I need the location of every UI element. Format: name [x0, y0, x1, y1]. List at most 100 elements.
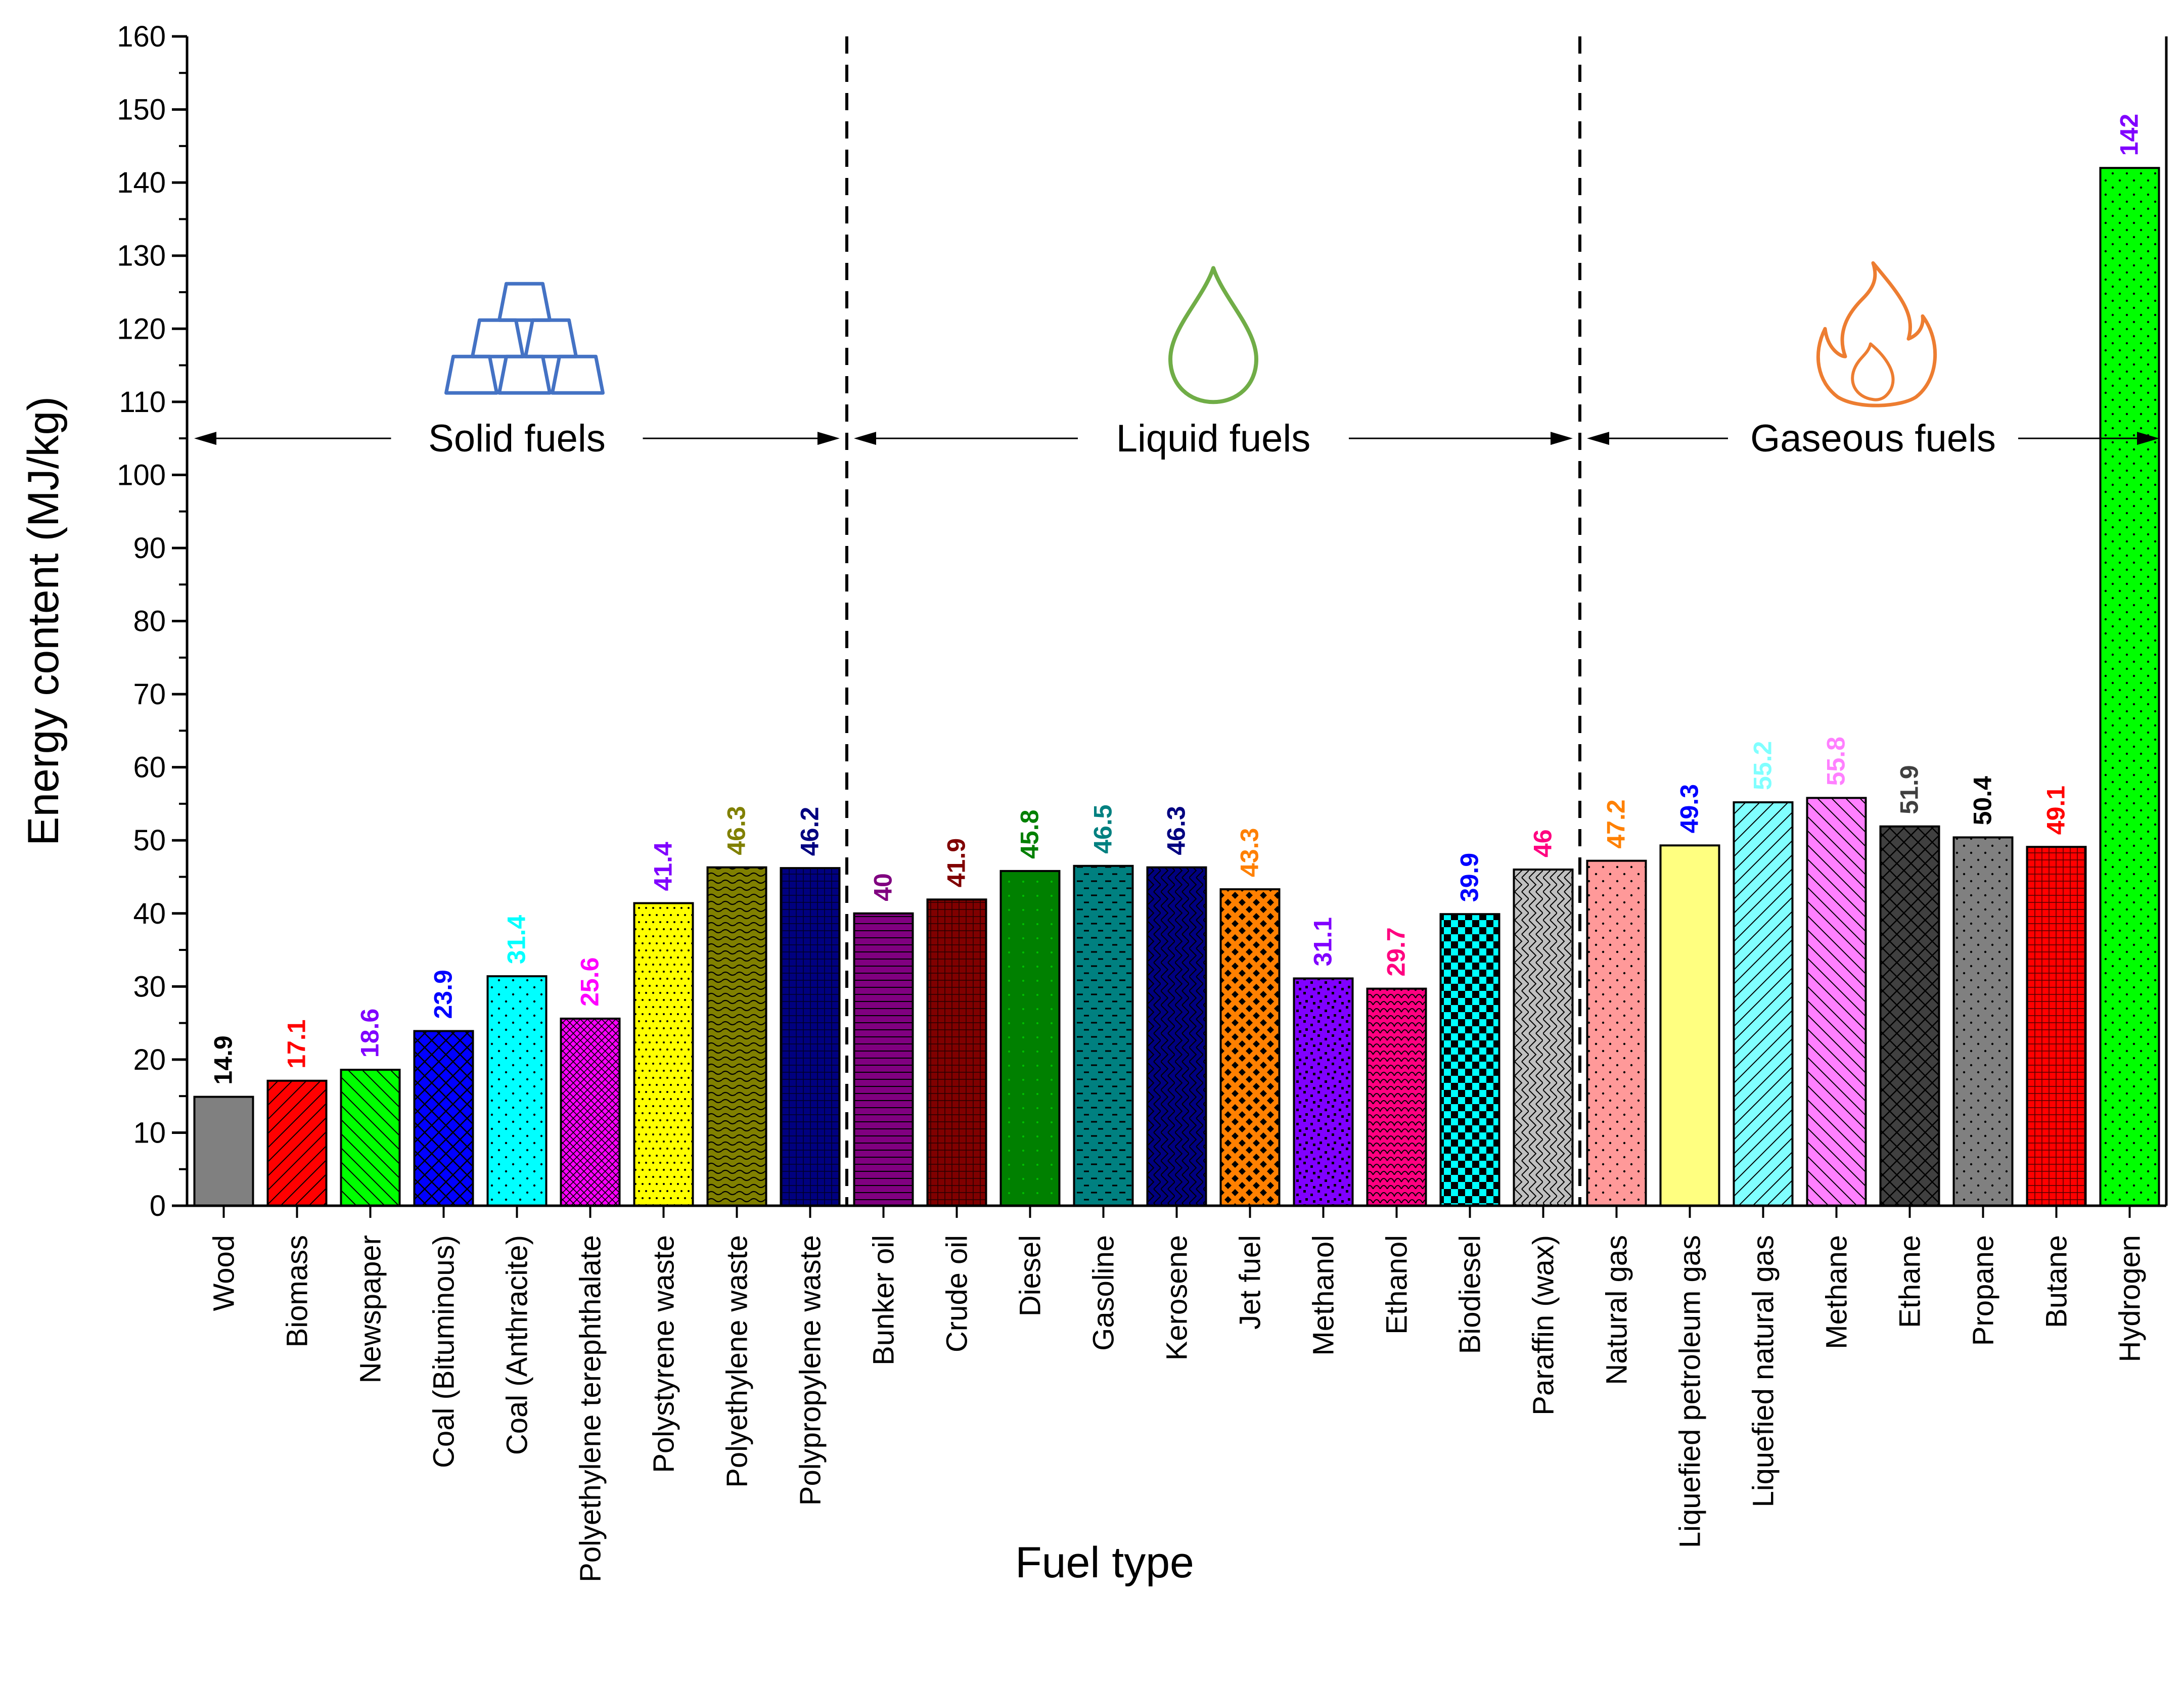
- fuel-group-0: Solid fuels: [194, 282, 840, 460]
- value-label-17: 39.9: [1455, 853, 1484, 902]
- value-label-26: 142: [2115, 114, 2144, 156]
- x-tick-label: Crude oil: [941, 1235, 974, 1352]
- value-label-19: 47.2: [1602, 799, 1630, 848]
- bar-methanol: [1293, 977, 1354, 1207]
- value-label-2: 18.6: [356, 1009, 384, 1058]
- arrow-right-icon: [1551, 432, 1573, 445]
- fuel-groups-layer: Solid fuels Liquid fuels Gaseous fuels: [194, 36, 2159, 1206]
- x-tick-label: Paraffin (wax): [1527, 1235, 1560, 1416]
- bar-hydrogen: [2099, 167, 2160, 1207]
- value-label-9: 40: [869, 873, 897, 901]
- value-label-22: 55.8: [1822, 737, 1850, 786]
- group-label: Liquid fuels: [1116, 417, 1311, 460]
- x-tick-label: Ethanol: [1381, 1235, 1414, 1335]
- x-tick-label: Coal (Bituminous): [428, 1235, 461, 1468]
- value-label-7: 46.3: [722, 806, 751, 855]
- y-tick-label: 40: [133, 897, 166, 930]
- y-axis-title: Energy content (MJ/kg): [19, 396, 68, 846]
- droplet-icon: [1168, 266, 1258, 404]
- x-tick-label: Polypropylene waste: [794, 1235, 827, 1506]
- x-tick-label: Kerosene: [1161, 1235, 1194, 1360]
- y-tick-label: 130: [117, 240, 166, 272]
- group-label: Gaseous fuels: [1750, 417, 1996, 460]
- bar-crude-oil: [926, 898, 987, 1207]
- value-label-1: 17.1: [283, 1019, 311, 1068]
- x-tick-label: Butane: [2040, 1235, 2073, 1328]
- bar-wood: [193, 1096, 254, 1207]
- y-tick-label: 60: [133, 751, 166, 784]
- x-tick-label: Propane: [1967, 1235, 2000, 1346]
- x-tick-label: Methanol: [1307, 1235, 1340, 1356]
- x-tick-label: Wood: [208, 1235, 241, 1311]
- x-tick-label: Hydrogen: [2114, 1235, 2147, 1362]
- x-tick-label: Natural gas: [1601, 1235, 1633, 1385]
- y-tick-label: 160: [117, 20, 166, 53]
- arrow-right-icon: [817, 432, 840, 445]
- x-tick-label: Polyethylene terephthalate: [574, 1235, 607, 1582]
- value-labels-layer: 14.9 17.1 18.6 23.9 31.4 25.6 41.4 46.3 46.2 40 41…: [209, 114, 2144, 1085]
- bar-liquefied-natural-gas: [1733, 801, 1794, 1207]
- y-tick-label: 120: [117, 312, 166, 345]
- bar-butane: [2026, 846, 2087, 1207]
- y-tick-label: 0: [150, 1190, 166, 1222]
- value-label-15: 31.1: [1309, 917, 1337, 966]
- bar-bunker-oil: [853, 912, 914, 1207]
- value-label-23: 51.9: [1895, 765, 1924, 814]
- value-label-3: 23.9: [429, 970, 458, 1019]
- y-tick-label: 100: [117, 459, 166, 491]
- x-tick-label: Jet fuel: [1234, 1235, 1267, 1330]
- x-tick-label: Biomass: [281, 1235, 314, 1347]
- bar-liquefied-petroleum-gas: [1659, 844, 1720, 1207]
- arrow-left-icon: [1587, 432, 1609, 445]
- x-tick-label: Ethane: [1894, 1235, 1927, 1328]
- y-tick-label: 10: [133, 1116, 166, 1149]
- group-label: Solid fuels: [428, 417, 606, 460]
- bar-gasoline: [1073, 864, 1134, 1207]
- bar-biomass: [266, 1079, 328, 1207]
- arrow-left-icon: [194, 432, 216, 445]
- value-label-0: 14.9: [209, 1035, 238, 1084]
- x-axis-title: Fuel type: [1015, 1538, 1194, 1587]
- x-tick-label: Liquefied natural gas: [1747, 1235, 1780, 1508]
- y-tick-label: 90: [133, 532, 166, 565]
- y-tick-label: 70: [133, 678, 166, 711]
- y-tick-label: 20: [133, 1043, 166, 1076]
- value-label-6: 41.4: [649, 842, 677, 891]
- value-label-8: 46.2: [796, 807, 824, 856]
- value-label-25: 49.1: [2042, 786, 2070, 835]
- axes-layer: Wood Biomass Newspaper Coal (Bituminous) Coa…: [117, 20, 2168, 1582]
- x-tick-label: Diesel: [1014, 1235, 1047, 1316]
- bar-methane: [1806, 797, 1867, 1207]
- value-label-16: 29.7: [1382, 927, 1410, 976]
- value-label-12: 46.5: [1089, 804, 1117, 853]
- flame-icon: [1816, 261, 1937, 407]
- bar-diesel: [999, 870, 1061, 1207]
- x-tick-label: Methane: [1821, 1235, 1853, 1349]
- bar-ethanol: [1366, 987, 1427, 1207]
- bar-biodiesel: [1439, 913, 1500, 1207]
- bar-ethane: [1879, 825, 1940, 1207]
- bar-coal-bituminous: [413, 1030, 474, 1207]
- bar-newspaper: [340, 1069, 401, 1207]
- value-label-24: 50.4: [1969, 776, 1997, 826]
- y-tick-label: 150: [117, 94, 166, 126]
- y-tick-label: 50: [133, 824, 166, 857]
- value-label-10: 41.9: [942, 838, 971, 887]
- x-tick-label: Coal (Anthracite): [501, 1235, 534, 1455]
- bar-propane: [1952, 836, 2014, 1207]
- value-label-21: 55.2: [1749, 741, 1777, 790]
- value-label-13: 46.3: [1162, 806, 1191, 855]
- bar-polyethylene-waste: [706, 866, 767, 1207]
- fuel-group-2: Gaseous fuels: [1578, 36, 2159, 1206]
- x-tick-label: Liquefied petroleum gas: [1674, 1235, 1707, 1548]
- bar-coal-anthracite: [486, 975, 548, 1207]
- bar-polypropylene-waste: [780, 867, 841, 1207]
- value-label-11: 45.8: [1016, 810, 1044, 859]
- bars-layer: [193, 167, 2160, 1207]
- bar-paraffin-wax: [1513, 869, 1574, 1207]
- value-label-18: 46: [1529, 829, 1557, 857]
- fuel-group-1: Liquid fuels: [845, 36, 1573, 1206]
- y-tick-label: 110: [119, 386, 166, 419]
